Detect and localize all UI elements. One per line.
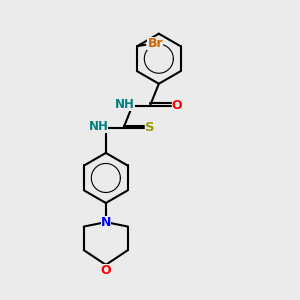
Text: NH: NH xyxy=(115,98,135,111)
Text: NH: NH xyxy=(88,120,108,133)
Text: Br: Br xyxy=(148,37,163,50)
Text: O: O xyxy=(100,264,111,277)
Text: O: O xyxy=(172,99,182,112)
Text: N: N xyxy=(100,216,111,229)
Text: S: S xyxy=(145,122,155,134)
